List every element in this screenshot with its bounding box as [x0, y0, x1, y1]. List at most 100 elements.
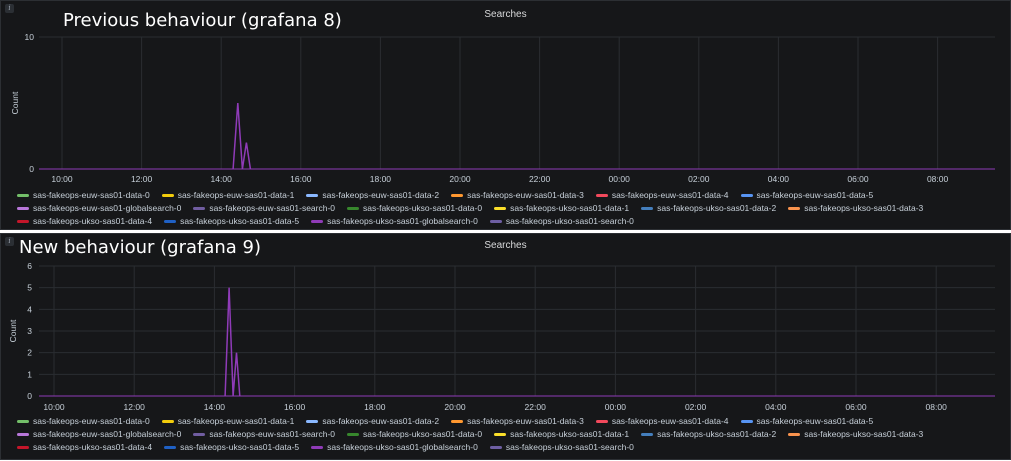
x-tick-label: 10:00 — [43, 402, 65, 412]
legend-item[interactable]: sas-fakeops-euw-sas01-data-2 — [306, 415, 439, 427]
x-tick-label: 04:00 — [765, 402, 787, 412]
panel-caption: Previous behaviour (grafana 8) — [63, 10, 342, 31]
y-tick-label: 2 — [27, 348, 32, 358]
legend-label: sas-fakeops-euw-sas01-data-0 — [33, 416, 150, 426]
chart-area: 0 1 2 3 4 5 6 10:00 12:00 14:00 16:00 18:00 20:00 22:… — [8, 261, 995, 412]
legend-item[interactable]: sas-fakeops-ukso-sas01-data-2 — [641, 428, 776, 440]
legend-item[interactable]: sas-fakeops-euw-sas01-data-4 — [595, 189, 729, 201]
x-tick-label: 00:00 — [605, 402, 627, 412]
legend-item[interactable]: sas-fakeops-euw-sas01-search-0 — [193, 428, 335, 440]
legend-item[interactable]: sas-fakeops-euw-sas01-data-5 — [740, 415, 874, 427]
legend-item[interactable]: sas-fakeops-ukso-sas01-data-3 — [788, 428, 923, 440]
legend-swatch — [311, 219, 324, 223]
y-tick-label: 1 — [27, 369, 32, 379]
legend-label: sas-fakeops-ukso-sas01-data-1 — [510, 203, 630, 213]
chart-legend: sas-fakeops-euw-sas01-data-0 sas-fakeops-… — [17, 189, 1000, 227]
legend-swatch — [489, 445, 502, 449]
legend-label: sas-fakeops-ukso-sas01-data-3 — [804, 203, 924, 213]
x-tick-label: 00:00 — [609, 174, 631, 184]
series-spike-line — [224, 287, 241, 397]
legend-label: sas-fakeops-ukso-sas01-data-4 — [33, 442, 153, 452]
legend-item[interactable]: sas-fakeops-euw-sas01-data-3 — [451, 415, 584, 427]
legend-item[interactable]: sas-fakeops-euw-sas01-data-1 — [161, 415, 295, 427]
panel-caption: New behaviour (grafana 9) — [19, 237, 261, 258]
legend-swatch — [193, 432, 206, 436]
legend-item[interactable]: sas-fakeops-ukso-sas01-data-1 — [494, 202, 629, 214]
legend-swatch — [17, 193, 29, 197]
panel-title[interactable]: Searches — [484, 240, 527, 251]
legend-swatch — [17, 445, 29, 449]
legend-item[interactable]: sas-fakeops-euw-sas01-data-2 — [306, 189, 439, 201]
y-tick-label: 10 — [25, 32, 35, 42]
legend-swatch — [161, 193, 174, 197]
legend-swatch — [740, 193, 753, 197]
legend-item[interactable]: sas-fakeops-ukso-sas01-data-2 — [641, 202, 776, 214]
legend-swatch — [17, 432, 29, 436]
info-icon[interactable]: i — [5, 4, 14, 13]
legend-item[interactable]: sas-fakeops-euw-sas01-search-0 — [193, 202, 335, 214]
legend-item[interactable]: sas-fakeops-ukso-sas01-globalsearch-0 — [311, 441, 478, 453]
legend-label: sas-fakeops-ukso-sas01-data-1 — [510, 429, 630, 439]
legend-item[interactable]: sas-fakeops-euw-sas01-globalsearch-0 — [17, 202, 181, 214]
legend-label: sas-fakeops-ukso-sas01-data-5 — [180, 216, 300, 226]
legend-swatch — [595, 193, 608, 197]
panel-title[interactable]: Searches — [484, 9, 527, 20]
x-tick-label: 22:00 — [525, 402, 547, 412]
legend-label: sas-fakeops-ukso-sas01-data-5 — [180, 442, 300, 452]
y-tick-label: 5 — [27, 283, 32, 293]
legend-item[interactable]: sas-fakeops-euw-sas01-data-4 — [595, 415, 729, 427]
legend-item[interactable]: sas-fakeops-euw-sas01-globalsearch-0 — [17, 428, 181, 440]
legend-label: sas-fakeops-ukso-sas01-globalsearch-0 — [327, 442, 478, 452]
legend-label: sas-fakeops-ukso-sas01-globalsearch-0 — [327, 216, 478, 226]
legend-item[interactable]: sas-fakeops-euw-sas01-data-1 — [161, 189, 295, 201]
legend-label: sas-fakeops-ukso-sas01-search-0 — [505, 216, 634, 226]
legend-label: sas-fakeops-euw-sas01-data-1 — [177, 416, 295, 426]
y-tick-label: 3 — [27, 326, 32, 336]
legend-label: sas-fakeops-ukso-sas01-data-2 — [657, 429, 777, 439]
legend-item[interactable]: sas-fakeops-ukso-sas01-data-4 — [17, 215, 152, 227]
legend-swatch — [17, 219, 29, 223]
legend-label: sas-fakeops-euw-sas01-data-1 — [177, 190, 295, 200]
legend-item[interactable]: sas-fakeops-euw-sas01-data-3 — [451, 189, 584, 201]
x-tick-label: 12:00 — [124, 402, 146, 412]
legend-item[interactable]: sas-fakeops-ukso-sas01-search-0 — [489, 215, 634, 227]
legend-item[interactable]: sas-fakeops-ukso-sas01-data-3 — [788, 202, 923, 214]
legend-item[interactable]: sas-fakeops-ukso-sas01-globalsearch-0 — [311, 215, 478, 227]
legend-label: sas-fakeops-euw-sas01-data-0 — [33, 190, 150, 200]
legend-item[interactable]: sas-fakeops-ukso-sas01-data-5 — [164, 215, 299, 227]
legend-item[interactable]: sas-fakeops-ukso-sas01-data-0 — [347, 202, 482, 214]
legend-item[interactable]: sas-fakeops-ukso-sas01-data-1 — [494, 428, 629, 440]
legend-swatch — [347, 206, 360, 210]
x-tick-label: 18:00 — [370, 174, 392, 184]
legend-label: sas-fakeops-euw-sas01-data-5 — [756, 416, 874, 426]
legend-item[interactable]: sas-fakeops-euw-sas01-data-0 — [17, 415, 150, 427]
legend-swatch — [451, 193, 464, 197]
legend-item[interactable]: sas-fakeops-ukso-sas01-data-4 — [17, 441, 152, 453]
legend-swatch — [161, 419, 174, 423]
legend-swatch — [17, 419, 29, 423]
x-tick-label: 04:00 — [768, 174, 790, 184]
y-tick-label: 0 — [29, 164, 34, 174]
y-tick-label: 0 — [27, 391, 32, 401]
legend-swatch — [347, 432, 360, 436]
legend-swatch — [788, 432, 801, 436]
legend-swatch — [164, 445, 177, 449]
info-icon[interactable]: i — [5, 237, 14, 246]
y-tick-label: 6 — [27, 261, 32, 271]
legend-item[interactable]: sas-fakeops-ukso-sas01-data-0 — [347, 428, 482, 440]
legend-swatch — [311, 445, 324, 449]
x-tick-label: 14:00 — [211, 174, 233, 184]
legend-label: sas-fakeops-ukso-sas01-data-2 — [657, 203, 777, 213]
legend-swatch — [306, 193, 319, 197]
legend-swatch — [451, 419, 464, 423]
legend-swatch — [17, 206, 29, 210]
x-tick-label: 06:00 — [847, 174, 869, 184]
legend-label: sas-fakeops-euw-sas01-data-2 — [322, 416, 440, 426]
y-tick-label: 4 — [27, 304, 32, 314]
legend-item[interactable]: sas-fakeops-euw-sas01-data-5 — [740, 189, 873, 201]
x-tick-label: 02:00 — [685, 402, 707, 412]
legend-item[interactable]: sas-fakeops-ukso-sas01-search-0 — [489, 441, 634, 453]
legend-swatch — [740, 419, 753, 423]
legend-item[interactable]: sas-fakeops-euw-sas01-data-0 — [17, 189, 150, 201]
legend-item[interactable]: sas-fakeops-ukso-sas01-data-5 — [164, 441, 299, 453]
